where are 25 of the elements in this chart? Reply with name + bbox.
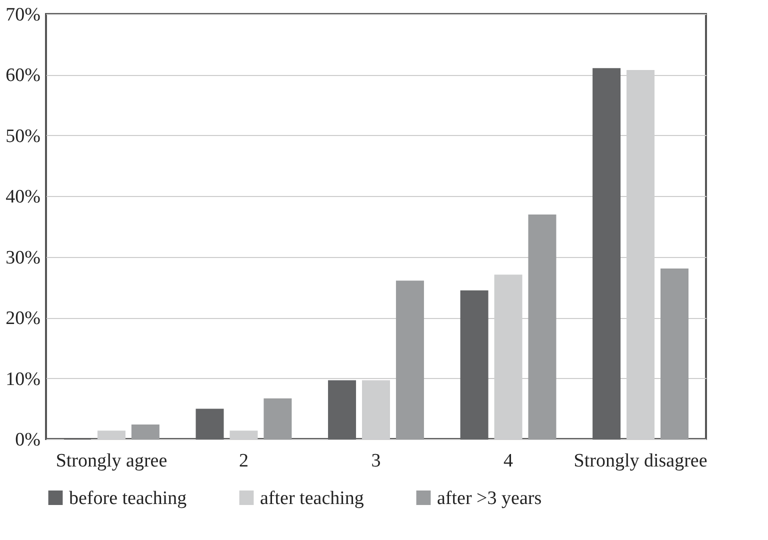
x-tick-label: Strongly agree [56,450,168,472]
bar [528,214,556,440]
legend-label: before teaching [69,488,188,509]
bar [460,290,488,440]
bar [396,280,424,440]
bar [592,68,621,440]
y-tick-label: 30% [6,247,41,268]
bar [131,424,160,440]
legend-label: after teaching [260,488,364,509]
x-tick-label: 2 [238,450,248,472]
y-tick-label: 50% [6,126,41,147]
x-tick-label: Strongly disagree [574,450,708,472]
y-tick-label: 10% [6,368,41,390]
y-tick-label: 0% [15,430,41,450]
x-tick-label: 4 [504,450,514,472]
y-tick-label: 60% [6,65,41,86]
bar [264,398,292,440]
legend-label: after >3 years [437,488,542,509]
y-tick-label: 20% [6,308,41,330]
y-tick-label: 70% [6,4,41,26]
bar [660,268,688,440]
bar [196,408,224,440]
bar [328,380,356,440]
x-tick-label: 3 [371,450,381,472]
y-tick-label: 40% [6,186,41,208]
